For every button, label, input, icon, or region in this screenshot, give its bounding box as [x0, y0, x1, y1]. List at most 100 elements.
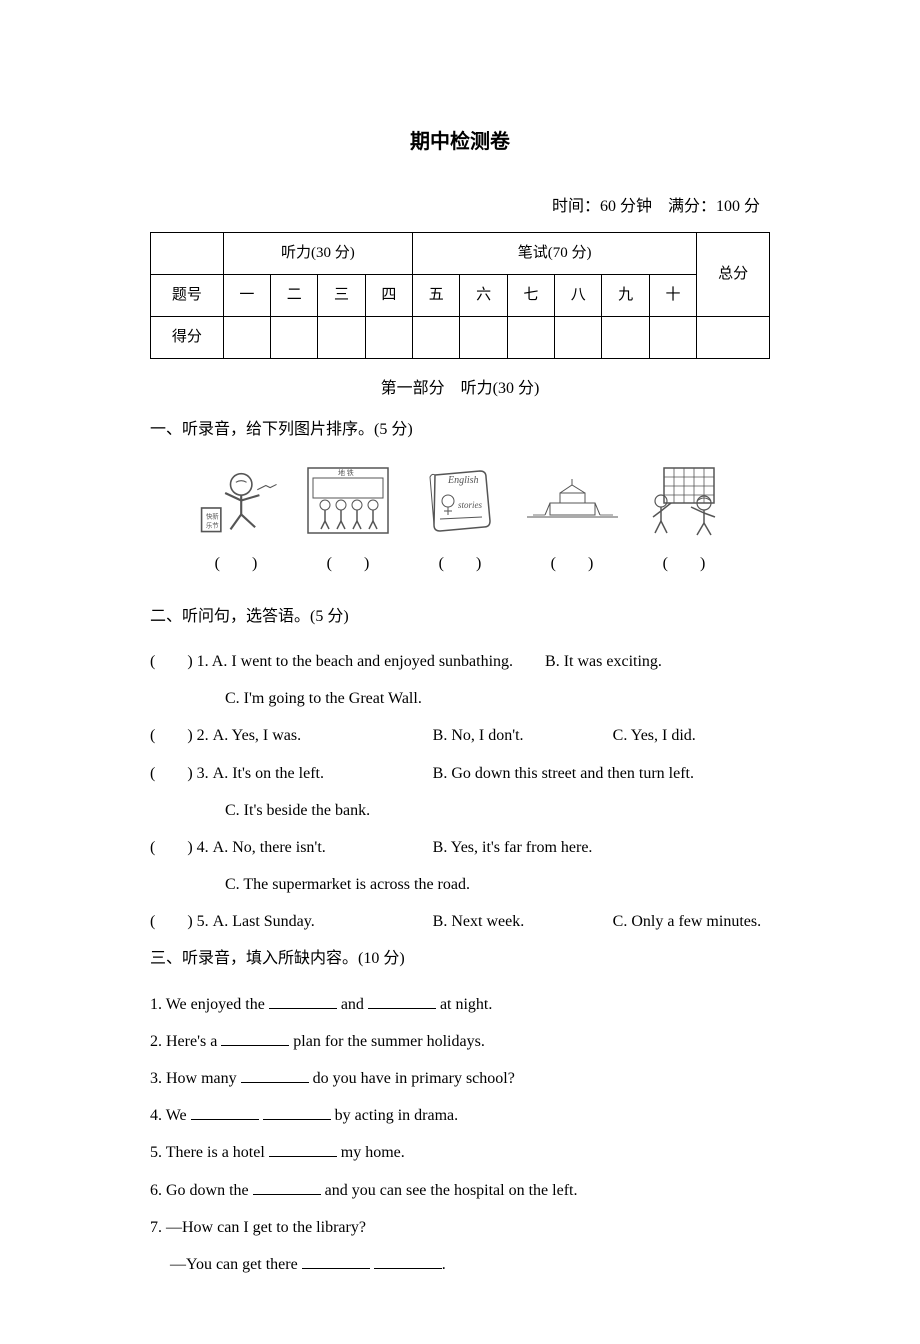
svg-text:乐节: 乐节	[206, 520, 219, 529]
paren-row: ( ) ( ) ( ) ( ) ( )	[150, 546, 770, 581]
text: 5. There is a hotel	[150, 1144, 269, 1161]
text: 2. Here's a	[150, 1033, 221, 1050]
table-row: 得分	[151, 317, 770, 359]
blank	[374, 1253, 442, 1269]
listening-header: 听力(30 分)	[223, 233, 412, 275]
q-prefix: ( ) 1.	[150, 653, 212, 670]
blank	[302, 1253, 370, 1269]
exercise-image-5	[637, 463, 732, 538]
answer-paren: ( )	[189, 546, 284, 581]
text: —You can get there	[170, 1256, 302, 1273]
exercise-image-2: 地 铁	[301, 463, 396, 538]
score-cell	[697, 317, 770, 359]
blank	[241, 1067, 309, 1083]
fill-7a: 7. —How can I get to the library?	[150, 1210, 770, 1245]
score-cell	[602, 317, 649, 359]
exam-title: 期中检测卷	[150, 120, 770, 164]
images-row: 快新 乐节 地 铁	[150, 463, 770, 538]
num-cell: 六	[460, 275, 507, 317]
question-5: ( ) 5. A. Last Sunday.B. Next week.C. On…	[150, 904, 770, 939]
score-cell	[507, 317, 554, 359]
blank	[263, 1104, 331, 1120]
option-b: B. Yes, it's far from here.	[433, 839, 593, 856]
exercise-image-3: English stories	[413, 463, 508, 538]
score-cell	[271, 317, 318, 359]
option-b: B. Next week.	[433, 904, 613, 939]
text: .	[442, 1256, 446, 1273]
q-prefix: ( ) 5.	[150, 913, 213, 930]
blank	[368, 993, 436, 1009]
option-a: A. It's on the left.	[213, 756, 433, 791]
num-cell: 七	[507, 275, 554, 317]
text: 1. We enjoyed the	[150, 996, 269, 1013]
fill-3: 3. How many do you have in primary schoo…	[150, 1061, 770, 1096]
text: plan for the summer holidays.	[289, 1033, 485, 1050]
text: my home.	[337, 1144, 405, 1161]
svg-text:地 铁: 地 铁	[338, 468, 354, 477]
section-3-heading: 三、听录音，填入所缺内容。(10 分)	[150, 941, 770, 976]
num-cell: 三	[318, 275, 365, 317]
score-cell	[318, 317, 365, 359]
fill-7b: —You can get there .	[150, 1247, 770, 1282]
table-row: 题号 一 二 三 四 五 六 七 八 九 十	[151, 275, 770, 317]
text: 7. —How can I get to the library?	[150, 1219, 366, 1236]
score-cell	[460, 317, 507, 359]
blank	[269, 1141, 337, 1157]
table-row: 听力(30 分) 笔试(70 分) 总分	[151, 233, 770, 275]
row-label: 题号	[151, 275, 224, 317]
score-cell	[555, 317, 602, 359]
answer-paren: ( )	[525, 546, 620, 581]
num-cell: 五	[413, 275, 460, 317]
option-c: C. The supermarket is across the road.	[150, 867, 770, 902]
option-a: A. No, there isn't.	[213, 830, 433, 865]
num-cell: 二	[271, 275, 318, 317]
exercise-image-1: 快新 乐节	[189, 463, 284, 538]
text: 4. We	[150, 1107, 191, 1124]
option-a: A. Yes, I was.	[213, 718, 433, 753]
answer-paren: ( )	[413, 546, 508, 581]
option-a: A. I went to the beach and enjoyed sunba…	[212, 653, 513, 670]
total-header: 总分	[697, 233, 770, 317]
text: and	[337, 996, 368, 1013]
num-cell: 八	[555, 275, 602, 317]
blank	[269, 993, 337, 1009]
q-prefix: ( ) 3.	[150, 765, 213, 782]
blank-cell	[151, 233, 224, 275]
section-2-heading: 二、听问句，选答语。(5 分)	[150, 599, 770, 634]
blank	[221, 1030, 289, 1046]
num-cell: 十	[649, 275, 696, 317]
text: do you have in primary school?	[309, 1070, 515, 1087]
time-info: 时间：60 分钟 满分：100 分	[150, 189, 770, 224]
svg-text:English: English	[447, 475, 479, 486]
fill-2: 2. Here's a plan for the summer holidays…	[150, 1024, 770, 1059]
score-cell	[413, 317, 460, 359]
blank	[191, 1104, 259, 1120]
score-cell	[365, 317, 412, 359]
question-1: ( ) 1. A. I went to the beach and enjoye…	[150, 644, 770, 679]
row-label: 得分	[151, 317, 224, 359]
score-cell	[223, 317, 270, 359]
q-prefix: ( ) 4.	[150, 839, 213, 856]
option-c: C. It's beside the bank.	[150, 793, 770, 828]
option-b: B. It was exciting.	[545, 653, 662, 670]
part-title: 第一部分 听力(30 分)	[150, 371, 770, 406]
exercise-image-4	[525, 463, 620, 538]
text: and you can see the hospital on the left…	[321, 1182, 578, 1199]
option-b: B. Go down this street and then turn lef…	[433, 765, 694, 782]
answer-paren: ( )	[301, 546, 396, 581]
fill-1: 1. We enjoyed the and at night.	[150, 987, 770, 1022]
num-cell: 一	[223, 275, 270, 317]
written-header: 笔试(70 分)	[413, 233, 697, 275]
score-table: 听力(30 分) 笔试(70 分) 总分 题号 一 二 三 四 五 六 七 八 …	[150, 232, 770, 359]
question-2: ( ) 2. A. Yes, I was.B. No, I don't.C. Y…	[150, 718, 770, 753]
svg-text:快新: 快新	[206, 511, 219, 520]
option-a: A. Last Sunday.	[213, 904, 433, 939]
option-c: C. I'm going to the Great Wall.	[150, 681, 770, 716]
svg-text:stories: stories	[458, 500, 483, 510]
text: 3. How many	[150, 1070, 241, 1087]
num-cell: 四	[365, 275, 412, 317]
fill-4: 4. We by acting in drama.	[150, 1098, 770, 1133]
text: by acting in drama.	[331, 1107, 459, 1124]
option-c: C. Yes, I did.	[613, 727, 696, 744]
score-cell	[649, 317, 696, 359]
